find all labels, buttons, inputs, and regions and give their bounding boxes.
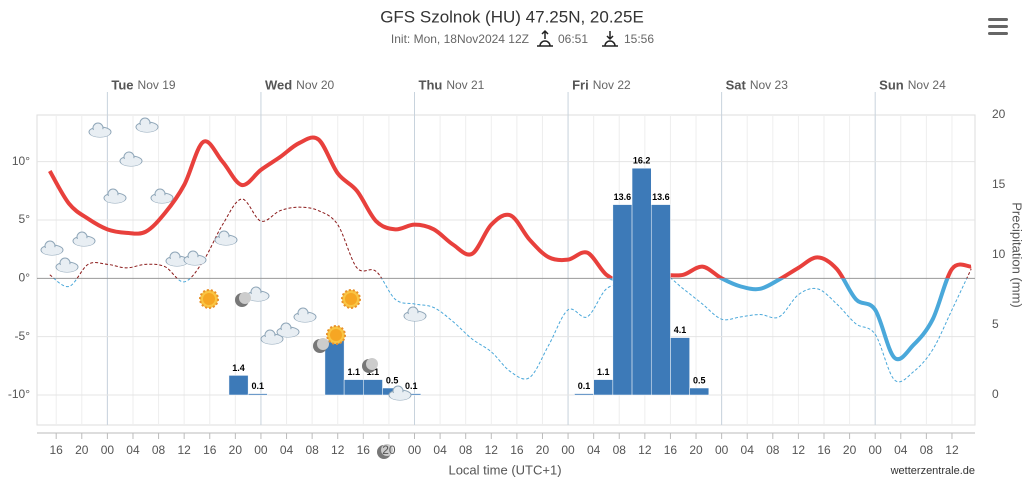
x-tick-label: 12 xyxy=(485,443,499,457)
precip-label: 13.6 xyxy=(652,192,670,202)
precip-bar xyxy=(670,337,690,396)
precip-bar xyxy=(650,204,671,396)
temperature-line xyxy=(48,135,972,279)
x-tick-label: 08 xyxy=(152,443,166,457)
sunrise-time: 06:51 xyxy=(558,32,588,46)
sunset-icon xyxy=(602,31,618,47)
precip-label: 16.2 xyxy=(633,156,651,166)
x-tick-label: 00 xyxy=(869,443,883,457)
dewpoint-line xyxy=(53,278,968,383)
precip-bar xyxy=(343,379,364,396)
x-tick-label: 08 xyxy=(766,443,780,457)
x-tick-label: 00 xyxy=(408,443,422,457)
y2-tick-label: 5 xyxy=(992,317,999,331)
day-label: Sat xyxy=(726,77,747,92)
day-label: Thu xyxy=(419,77,443,92)
x-tick-label: 00 xyxy=(101,443,115,457)
x-tick-label: 16 xyxy=(50,443,64,457)
precip-bar xyxy=(593,379,614,396)
precip-bar xyxy=(612,204,633,396)
y-tick-label: 10° xyxy=(12,154,30,168)
chart-title: GFS Szolnok (HU) 47.25N, 20.25E xyxy=(380,7,644,26)
sunset-time: 15:56 xyxy=(624,32,654,46)
x-axis-label: Local time (UTC+1) xyxy=(448,462,561,477)
day-date: Nov 22 xyxy=(593,78,631,92)
day-date: Nov 24 xyxy=(908,78,946,92)
precip-label: 0.1 xyxy=(405,381,418,391)
precip-bar xyxy=(574,393,594,396)
x-tick-label: 08 xyxy=(459,443,473,457)
y2-tick-label: 15 xyxy=(992,177,1006,191)
precip-label: 4.1 xyxy=(674,325,687,335)
y2-axis-label: Precipitation (mm) xyxy=(1010,202,1024,307)
precip-bar xyxy=(631,167,652,396)
precip-label: 0.5 xyxy=(386,375,399,385)
x-tick-label: 20 xyxy=(75,443,89,457)
subtitle: Init: Mon, 18Nov2024 12Z xyxy=(391,32,529,46)
day-date: Nov 20 xyxy=(296,78,334,92)
precip-label: 0.1 xyxy=(578,381,591,391)
precip-label: 13.6 xyxy=(614,192,632,202)
y-tick-label: 5° xyxy=(19,212,31,226)
x-tick-label: 16 xyxy=(510,443,524,457)
x-tick-label: 08 xyxy=(920,443,934,457)
x-tick-label: 12 xyxy=(792,443,806,457)
x-tick-label: 20 xyxy=(229,443,243,457)
x-tick-label: 20 xyxy=(536,443,550,457)
x-tick-label: 04 xyxy=(433,443,447,457)
x-tick-label: 08 xyxy=(613,443,627,457)
day-label: Sun xyxy=(879,77,904,92)
x-tick-label: 04 xyxy=(280,443,294,457)
x-tick-label: 16 xyxy=(357,443,371,457)
precip-bar xyxy=(324,340,345,396)
y-tick-label: -5° xyxy=(15,329,31,343)
precip-bar xyxy=(228,375,249,396)
menu-button[interactable] xyxy=(988,18,1008,35)
y2-tick-label: 10 xyxy=(992,247,1006,261)
x-tick-label: 08 xyxy=(305,443,319,457)
day-date: Nov 23 xyxy=(750,78,788,92)
x-tick-label: 04 xyxy=(126,443,140,457)
precip-label: 0.5 xyxy=(693,375,706,385)
x-tick-label: 04 xyxy=(587,443,601,457)
day-label: Tue xyxy=(111,77,133,92)
x-tick-label: 04 xyxy=(894,443,908,457)
x-tick-label: 00 xyxy=(715,443,729,457)
y-tick-label: -10° xyxy=(8,387,30,401)
x-tick-label: 00 xyxy=(254,443,268,457)
x-tick-label: 16 xyxy=(817,443,831,457)
day-label: Wed xyxy=(265,77,292,92)
precip-label: 1.1 xyxy=(367,367,380,377)
x-tick-label: 12 xyxy=(177,443,191,457)
precip-bar xyxy=(247,393,268,396)
credit: wetterzentrale.de xyxy=(890,465,975,477)
x-tick-label: 04 xyxy=(741,443,755,457)
x-tick-label: 12 xyxy=(945,443,959,457)
precip-bar xyxy=(689,387,710,396)
precip-label: 1.4 xyxy=(232,363,245,373)
precip-label: 1.1 xyxy=(597,367,610,377)
sunrise-icon xyxy=(537,29,553,47)
x-tick-label: 20 xyxy=(843,443,857,457)
x-tick-label: 12 xyxy=(331,443,345,457)
y-tick-label: 0° xyxy=(19,271,31,285)
x-tick-label: 16 xyxy=(203,443,217,457)
x-tick-label: 20 xyxy=(382,443,396,457)
y2-tick-label: 0 xyxy=(992,387,999,401)
precip-bar xyxy=(363,379,383,396)
day-date: Nov 19 xyxy=(138,78,176,92)
x-tick-label: 12 xyxy=(638,443,652,457)
x-tick-label: 00 xyxy=(561,443,575,457)
x-tick-label: 16 xyxy=(664,443,678,457)
precip-label: 1.1 xyxy=(347,367,360,377)
day-label: Fri xyxy=(572,77,589,92)
x-tick-label: 20 xyxy=(689,443,703,457)
y2-tick-label: 20 xyxy=(992,107,1006,121)
precip-label: 0.1 xyxy=(251,381,264,391)
day-date: Nov 21 xyxy=(446,78,484,92)
